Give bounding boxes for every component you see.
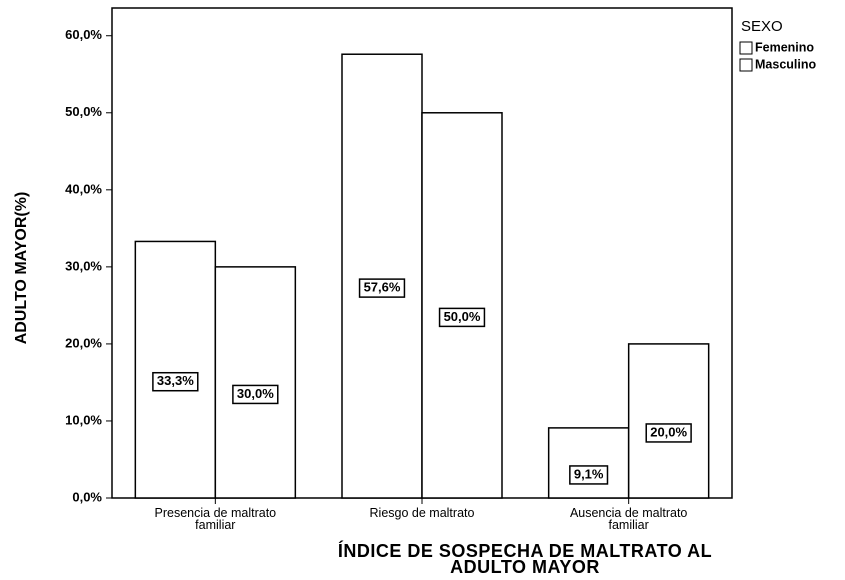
value-label: 50,0%	[444, 309, 481, 324]
x-tick-label: Ausencia de maltrato familiar	[569, 506, 688, 532]
value-label: 20,0%	[650, 424, 687, 439]
legend-swatch	[739, 41, 753, 55]
value-label-box	[152, 371, 199, 392]
y-tick-label: 20,0%	[65, 335, 102, 350]
y-tick-label: 0,0%	[72, 489, 102, 504]
y-tick-label: 30,0%	[65, 258, 102, 273]
value-label: 57,6%	[364, 280, 401, 295]
legend-label: Masculino	[755, 57, 816, 71]
x-tick-label: Presencia de maltrato familiar	[154, 506, 277, 532]
bar	[421, 112, 503, 499]
y-axis-label: ADULTO MAYOR(%)	[13, 192, 30, 345]
value-label: 9,1%	[574, 466, 604, 481]
value-label-box	[645, 423, 692, 443]
x-tick-label: Riesgo de maltrato	[369, 506, 475, 520]
value-label: 30,0%	[237, 386, 274, 401]
y-tick-label: 40,0%	[65, 181, 102, 196]
y-tick-label: 60,0%	[65, 27, 102, 42]
value-label-box	[569, 465, 609, 485]
value-label-box	[438, 307, 486, 328]
bar	[547, 427, 630, 499]
bar	[134, 240, 217, 499]
y-tick-label: 10,0%	[65, 412, 102, 427]
value-label: 33,3%	[157, 373, 194, 388]
value-label-box	[232, 384, 279, 405]
y-tick-label: 50,0%	[65, 104, 102, 119]
legend-swatch	[739, 58, 753, 72]
legend-label: Femenino	[755, 40, 814, 54]
bar	[341, 53, 423, 499]
legend-title: SEXO	[741, 18, 783, 35]
bar	[214, 266, 297, 499]
x-axis-label: ÍNDICE DE SOSPECHA DE MALTRATO AL ADULTO…	[337, 541, 713, 577]
value-label-box	[358, 278, 406, 298]
bar	[627, 343, 710, 499]
